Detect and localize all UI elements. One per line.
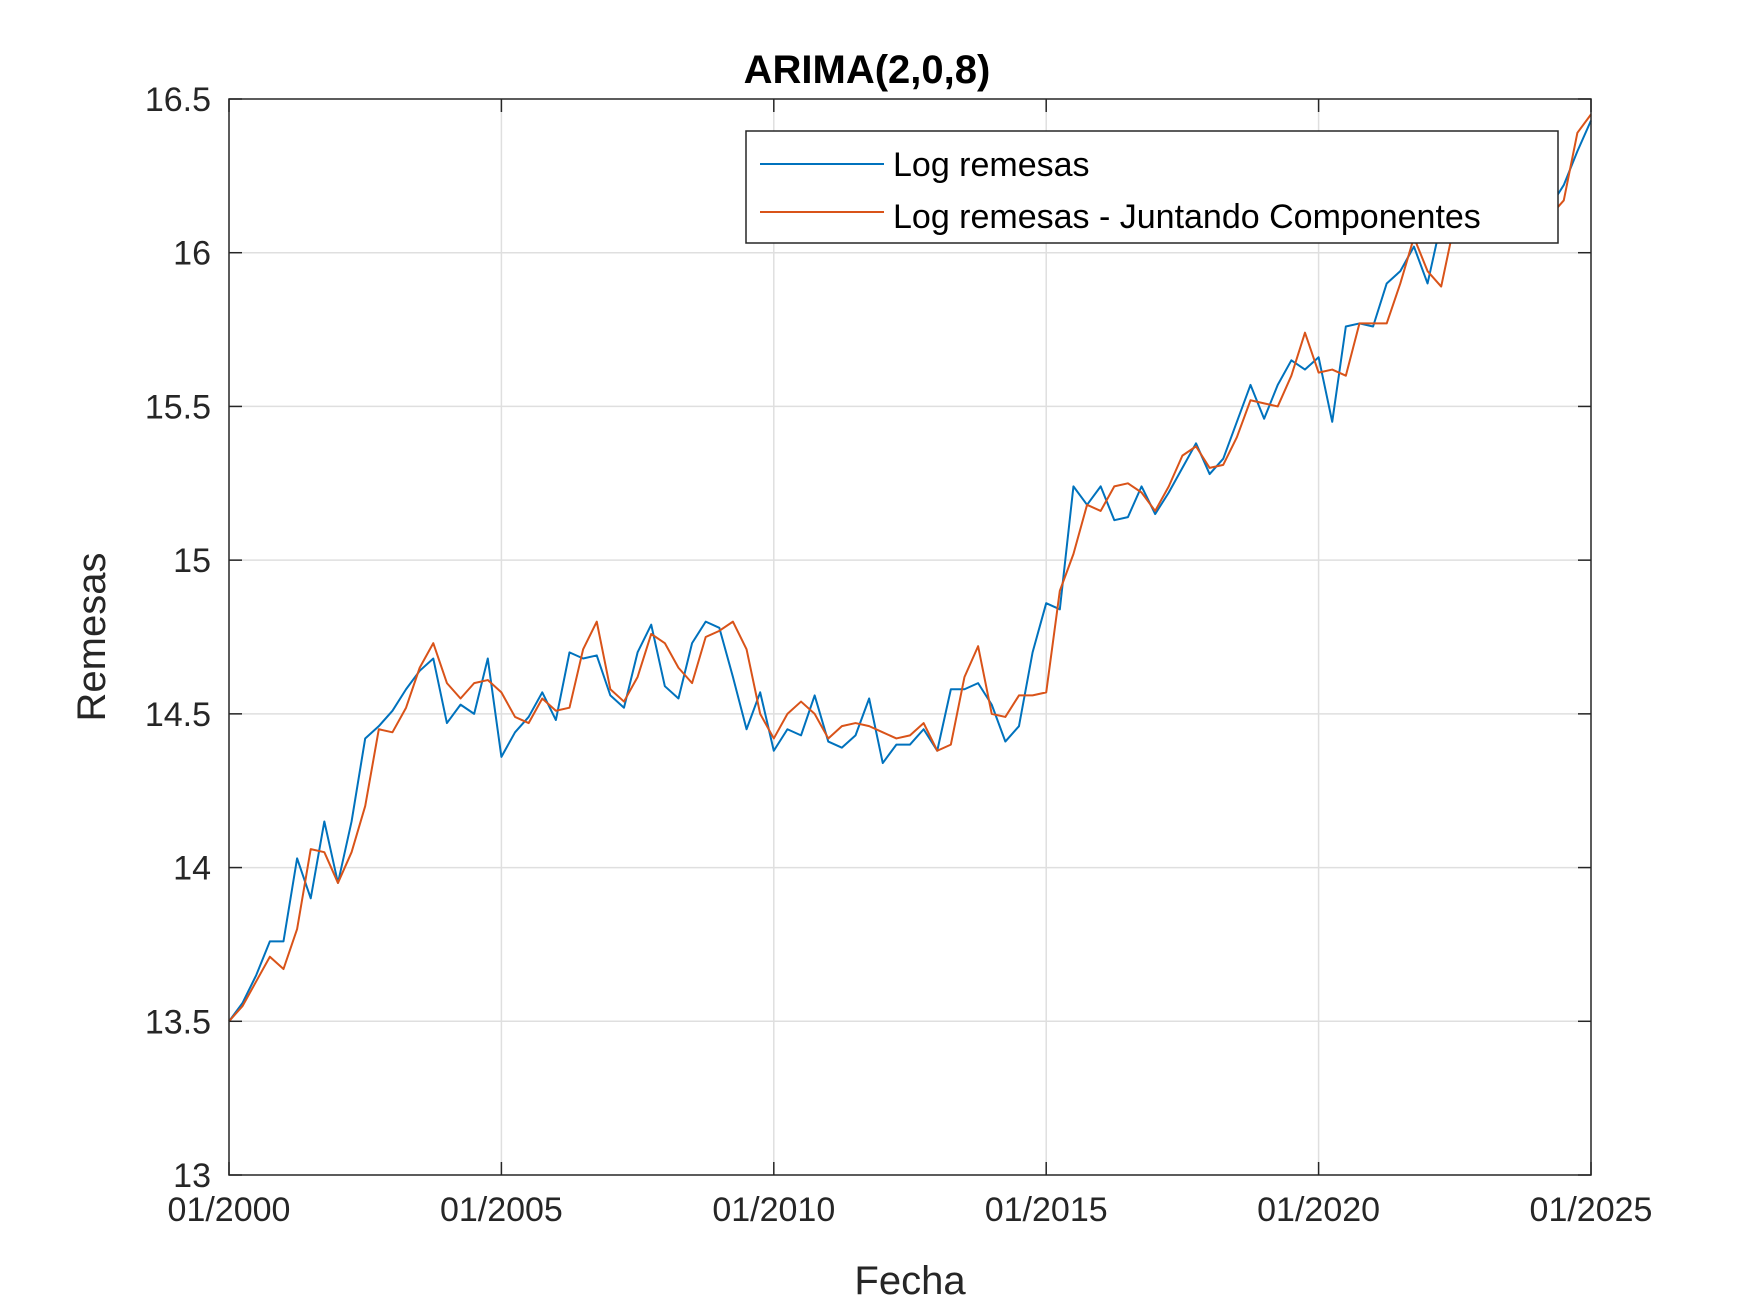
y-tick-label: 14: [173, 850, 211, 888]
plot-area: [229, 99, 1591, 1175]
x-tick-label: 01/2015: [985, 1191, 1108, 1229]
x-tick-label: 01/2010: [712, 1191, 835, 1229]
y-axis-label: Remesas: [70, 553, 114, 722]
y-tick-label: 13.5: [145, 1003, 211, 1041]
x-tick-label: 01/2020: [1257, 1191, 1380, 1229]
series-line-juntando-componentes: [228, 113, 1592, 1022]
y-tick-label: 16.5: [145, 81, 211, 119]
series-line-log-remesas: [228, 120, 1592, 1022]
y-tick-labels: 13 13.5 14 14.5 15 15.5 16 16.5: [145, 81, 211, 1195]
chart-title: ARIMA(2,0,8): [744, 48, 991, 92]
y-tick-label: 15: [173, 542, 211, 580]
x-tick-label: 01/2005: [440, 1191, 563, 1229]
grid: [229, 99, 1591, 1175]
series-lines: [228, 113, 1592, 1022]
plot-frame: [228, 98, 1592, 1176]
x-tick-labels: 01/2000 01/2005 01/2010 01/2015 01/2020 01/20…: [168, 1191, 1653, 1229]
legend-label-juntando-componentes: Log remesas - Juntando Componentes: [893, 198, 1481, 236]
legend: Log remesas Log remesas - Juntando Compo…: [745, 130, 1559, 244]
y-tick-label: 16: [173, 235, 211, 273]
x-axis-label: Fecha: [854, 1259, 966, 1303]
x-tick-label: 01/2000: [168, 1191, 291, 1229]
legend-box: [745, 130, 1559, 244]
axis-ticks: [228, 98, 1592, 1176]
legend-label-log-remesas: Log remesas: [893, 146, 1090, 184]
x-tick-label: 01/2025: [1530, 1191, 1653, 1229]
y-tick-label: 15.5: [145, 388, 211, 426]
y-tick-label: 14.5: [145, 696, 211, 734]
y-tick-label: 13: [173, 1157, 211, 1195]
